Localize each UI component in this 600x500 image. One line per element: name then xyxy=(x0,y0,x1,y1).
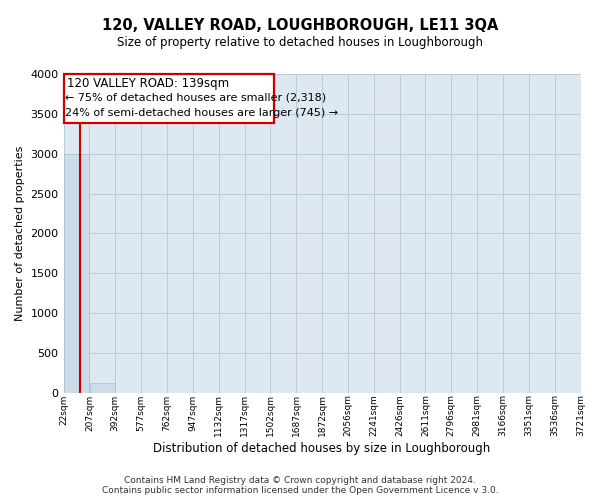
FancyBboxPatch shape xyxy=(64,74,274,122)
Text: Contains public sector information licensed under the Open Government Licence v : Contains public sector information licen… xyxy=(101,486,499,495)
X-axis label: Distribution of detached houses by size in Loughborough: Distribution of detached houses by size … xyxy=(154,442,491,455)
Bar xyxy=(89,383,115,393)
Text: Size of property relative to detached houses in Loughborough: Size of property relative to detached ho… xyxy=(117,36,483,49)
Text: Contains HM Land Registry data © Crown copyright and database right 2024.: Contains HM Land Registry data © Crown c… xyxy=(124,476,476,485)
Bar xyxy=(64,154,89,393)
Text: ← 75% of detached houses are smaller (2,318): ← 75% of detached houses are smaller (2,… xyxy=(65,92,326,102)
Text: 24% of semi-detached houses are larger (745) →: 24% of semi-detached houses are larger (… xyxy=(65,108,338,118)
Y-axis label: Number of detached properties: Number of detached properties xyxy=(15,146,25,321)
Text: 120 VALLEY ROAD: 139sqm: 120 VALLEY ROAD: 139sqm xyxy=(67,77,230,90)
Text: 120, VALLEY ROAD, LOUGHBOROUGH, LE11 3QA: 120, VALLEY ROAD, LOUGHBOROUGH, LE11 3QA xyxy=(102,18,498,32)
